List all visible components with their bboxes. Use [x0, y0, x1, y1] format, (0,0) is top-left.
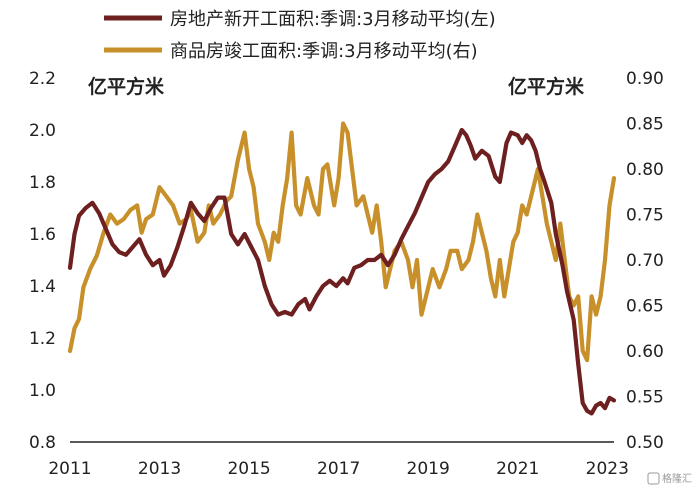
- right-tick-label: 0.70: [626, 251, 664, 271]
- left-axis-unit: 亿平方米: [88, 75, 165, 98]
- left-tick-label: 2.2: [29, 69, 56, 89]
- watermark: 格隆汇: [647, 472, 692, 485]
- legend-label-completions: 商品房竣工面积:季调:3月移动平均(右): [170, 41, 478, 62]
- right-tick-labels: 0.50 0.55 0.60 0.65 0.70 0.75 0.80 0.85 0.90: [626, 69, 664, 453]
- legend-label-new-starts: 房地产新开工面积:季调:3月移动平均(左): [170, 9, 496, 30]
- left-tick-label: 1.6: [29, 225, 56, 245]
- x-tick-labels: 2011 2013 2015 2017 2019 2021 2023: [48, 459, 629, 479]
- x-tick-label: 2021: [496, 459, 539, 479]
- left-tick-label: 1.2: [29, 329, 56, 349]
- left-tick-label: 2.0: [29, 121, 56, 141]
- right-tick-label: 0.75: [626, 206, 664, 226]
- right-tick-label: 0.65: [626, 297, 664, 317]
- left-tick-labels: 0.8 1.0 1.2 1.4 1.6 1.8 2.0 2.2: [29, 69, 56, 453]
- right-tick-label: 0.55: [626, 388, 664, 408]
- left-tick-label: 1.4: [29, 277, 56, 297]
- x-tick-label: 2015: [227, 459, 270, 479]
- x-tick-label: 2011: [48, 459, 91, 479]
- right-tick-label: 0.90: [626, 69, 664, 89]
- series-lines: [67, 121, 617, 416]
- series-line-new-starts: [67, 127, 617, 416]
- x-tick-label: 2017: [317, 459, 360, 479]
- left-tick-label: 1.8: [29, 173, 56, 193]
- x-tick-label: 2023: [586, 459, 629, 479]
- x-tick-label: 2013: [138, 459, 181, 479]
- watermark-text: 格隆汇: [662, 472, 692, 485]
- series-line-completions: [67, 121, 617, 363]
- right-tick-label: 0.60: [626, 342, 664, 362]
- left-tick-label: 0.8: [29, 433, 56, 453]
- left-tick-label: 1.0: [29, 381, 56, 401]
- right-tick-label: 0.85: [626, 115, 664, 135]
- right-tick-label: 0.80: [626, 160, 664, 180]
- legend: 房地产新开工面积:季调:3月移动平均(左) 商品房竣工面积:季调:3月移动平均(…: [104, 9, 496, 62]
- right-axis-unit: 亿平方米: [508, 75, 585, 98]
- right-tick-label: 0.50: [626, 433, 664, 453]
- watermark-logo-icon: [647, 472, 660, 485]
- x-tick-label: 2019: [407, 459, 450, 479]
